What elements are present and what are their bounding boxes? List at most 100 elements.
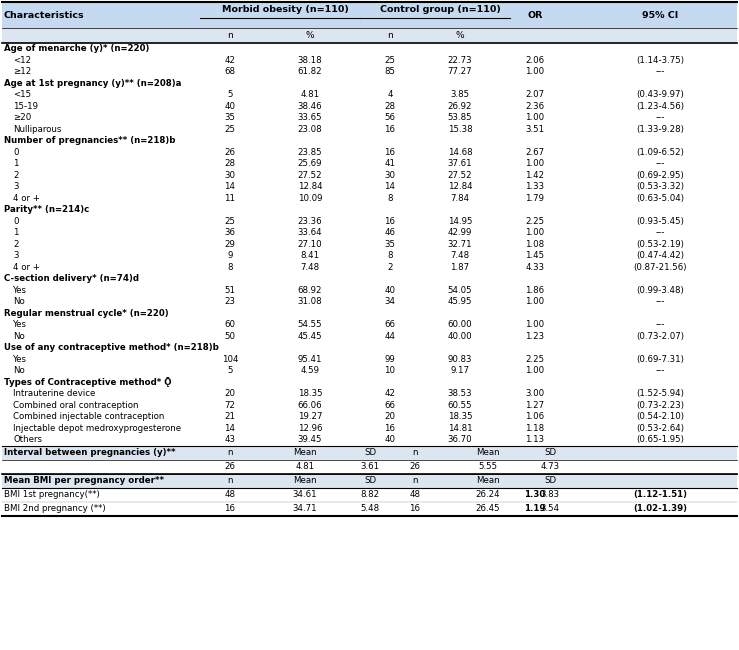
Text: 1.08: 1.08 xyxy=(525,240,545,249)
Text: 51: 51 xyxy=(225,286,236,294)
Text: 16: 16 xyxy=(384,148,395,157)
Text: 23: 23 xyxy=(225,297,236,306)
Text: 16: 16 xyxy=(384,216,395,226)
Text: 60.55: 60.55 xyxy=(448,401,472,410)
Text: (0.53-2.19): (0.53-2.19) xyxy=(636,240,684,249)
Text: (0.54-2.10): (0.54-2.10) xyxy=(636,412,684,421)
Text: (1.09-6.52): (1.09-6.52) xyxy=(636,148,684,157)
Text: 1.06: 1.06 xyxy=(525,412,545,421)
Text: 1.86: 1.86 xyxy=(525,286,545,294)
Text: 3.51: 3.51 xyxy=(525,125,545,134)
Bar xyxy=(2,2,737,28)
Text: 25.69: 25.69 xyxy=(298,159,322,168)
Text: Injectable depot medroxyprogesterone: Injectable depot medroxyprogesterone xyxy=(13,424,181,433)
Text: (0.47-4.42): (0.47-4.42) xyxy=(636,252,684,260)
Text: 1.00: 1.00 xyxy=(525,297,545,306)
Text: 1.45: 1.45 xyxy=(525,252,545,260)
Text: Mean: Mean xyxy=(293,448,317,457)
Text: 66: 66 xyxy=(384,401,395,410)
Text: Number of pregnancies** (n=218)b: Number of pregnancies** (n=218)b xyxy=(4,136,175,145)
Text: 39.45: 39.45 xyxy=(298,436,322,444)
Text: ≥20: ≥20 xyxy=(13,113,31,122)
Text: 1.79: 1.79 xyxy=(525,194,545,203)
Text: 42: 42 xyxy=(384,389,395,398)
Text: 23.85: 23.85 xyxy=(298,148,322,157)
Bar xyxy=(2,473,737,488)
Text: 1.23: 1.23 xyxy=(525,332,545,341)
Text: Mean: Mean xyxy=(476,476,500,485)
Text: 45.45: 45.45 xyxy=(298,332,322,341)
Text: Age of menarche (y)* (n=220): Age of menarche (y)* (n=220) xyxy=(4,44,149,53)
Text: 40: 40 xyxy=(384,436,395,444)
Text: 44: 44 xyxy=(384,332,395,341)
Text: 1.00: 1.00 xyxy=(525,366,545,375)
Text: 26.45: 26.45 xyxy=(476,504,500,513)
Text: 54.55: 54.55 xyxy=(298,320,322,330)
Text: 90.83: 90.83 xyxy=(448,355,472,364)
Text: SD: SD xyxy=(544,476,556,485)
Text: 95% CI: 95% CI xyxy=(642,10,678,20)
Text: No: No xyxy=(13,332,24,341)
Text: ---: --- xyxy=(655,67,664,76)
Text: 2.06: 2.06 xyxy=(525,56,545,65)
Text: Mean BMI per pregnancy order**: Mean BMI per pregnancy order** xyxy=(4,476,164,485)
Text: Parity** (n=214)c: Parity** (n=214)c xyxy=(4,205,89,214)
Text: 46: 46 xyxy=(384,228,395,237)
Text: 23.36: 23.36 xyxy=(298,216,322,226)
Text: 16: 16 xyxy=(384,125,395,134)
Text: 28: 28 xyxy=(225,159,236,168)
Text: 8: 8 xyxy=(387,194,392,203)
Text: 2: 2 xyxy=(13,171,18,180)
Text: 40: 40 xyxy=(384,286,395,294)
Text: ---: --- xyxy=(655,228,664,237)
Text: 7.84: 7.84 xyxy=(451,194,469,203)
Text: BMI 1st pregnancy(**): BMI 1st pregnancy(**) xyxy=(4,490,100,499)
Text: 1.00: 1.00 xyxy=(525,67,545,76)
Text: 1.42: 1.42 xyxy=(525,171,545,180)
Text: Yes: Yes xyxy=(13,355,27,364)
Text: 48: 48 xyxy=(225,490,236,499)
Text: 23.08: 23.08 xyxy=(298,125,322,134)
Text: 28: 28 xyxy=(384,102,395,110)
Bar xyxy=(2,28,737,43)
Text: ---: --- xyxy=(655,297,664,306)
Text: 27.52: 27.52 xyxy=(298,171,322,180)
Text: (1.12-1.51): (1.12-1.51) xyxy=(633,490,687,499)
Text: 26: 26 xyxy=(225,462,236,471)
Text: 41: 41 xyxy=(384,159,395,168)
Text: 14: 14 xyxy=(225,182,236,191)
Text: (0.69-7.31): (0.69-7.31) xyxy=(636,355,684,364)
Text: n: n xyxy=(228,448,233,457)
Text: 16: 16 xyxy=(225,504,236,513)
Text: 12.84: 12.84 xyxy=(298,182,322,191)
Text: 2.07: 2.07 xyxy=(525,90,545,99)
Text: 30: 30 xyxy=(384,171,395,180)
Text: 11: 11 xyxy=(225,194,236,203)
Text: (1.14-3.75): (1.14-3.75) xyxy=(636,56,684,65)
Text: 14.68: 14.68 xyxy=(448,148,472,157)
Text: (1.23-4.56): (1.23-4.56) xyxy=(636,102,684,110)
Text: 12.84: 12.84 xyxy=(448,182,472,191)
Text: 19.27: 19.27 xyxy=(298,412,322,421)
Text: (0.53-2.64): (0.53-2.64) xyxy=(636,424,684,433)
Text: 3.61: 3.61 xyxy=(361,462,380,471)
Text: 1: 1 xyxy=(13,228,18,237)
Text: 42: 42 xyxy=(225,56,236,65)
Text: C-section delivery* (n=74)d: C-section delivery* (n=74)d xyxy=(4,274,139,283)
Text: 40.00: 40.00 xyxy=(448,332,472,341)
Text: 36.70: 36.70 xyxy=(448,436,472,444)
Text: 16: 16 xyxy=(409,504,420,513)
Text: (0.87-21.56): (0.87-21.56) xyxy=(633,263,687,272)
Text: 5: 5 xyxy=(228,366,233,375)
Bar xyxy=(2,445,737,460)
Text: SD: SD xyxy=(364,476,376,485)
Text: Use of any contraceptive method* (n=218)b: Use of any contraceptive method* (n=218)… xyxy=(4,343,219,352)
Text: (0.43-9.97): (0.43-9.97) xyxy=(636,90,684,99)
Text: (1.02-1.39): (1.02-1.39) xyxy=(633,504,687,513)
Text: 1.00: 1.00 xyxy=(525,228,545,237)
Text: %: % xyxy=(306,31,314,40)
Text: ---: --- xyxy=(655,113,664,122)
Text: Mean: Mean xyxy=(293,476,317,485)
Text: 45.95: 45.95 xyxy=(448,297,472,306)
Text: 4.59: 4.59 xyxy=(301,366,319,375)
